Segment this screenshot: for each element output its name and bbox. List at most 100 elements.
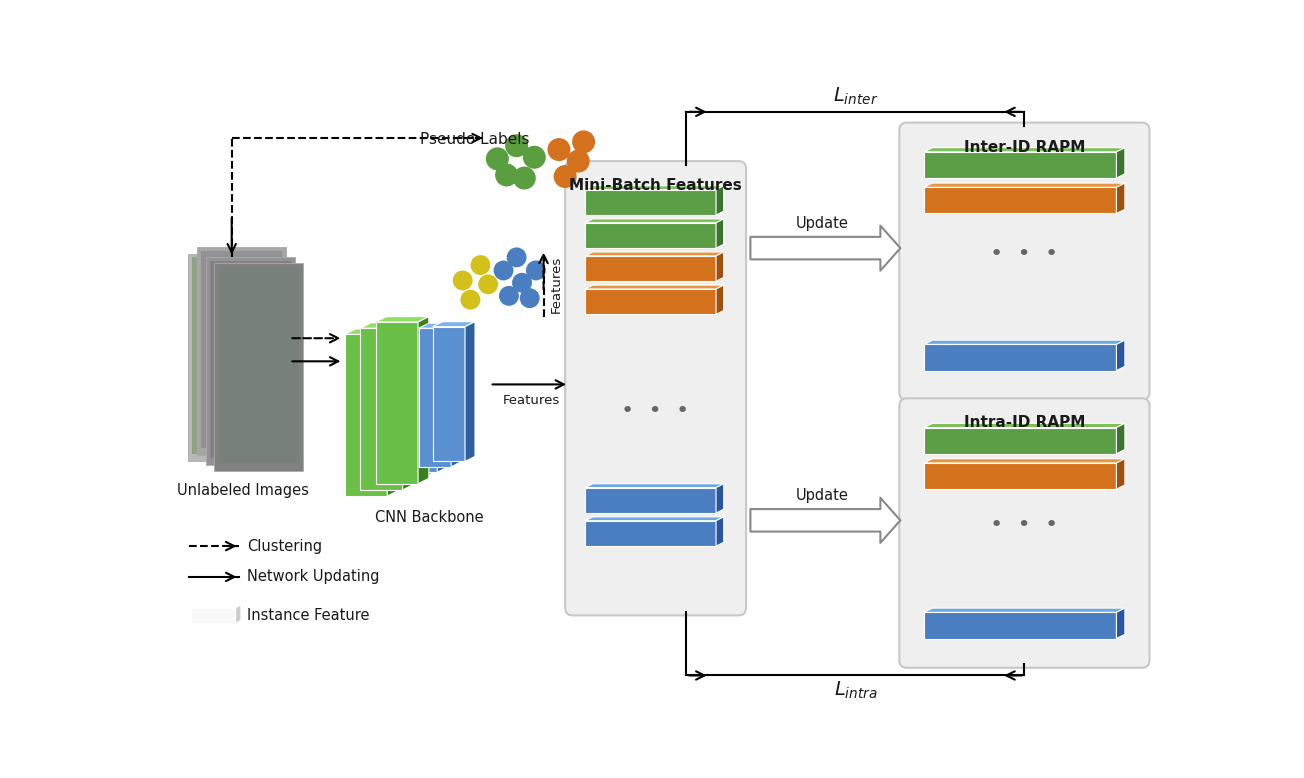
Polygon shape bbox=[376, 322, 419, 484]
Circle shape bbox=[486, 148, 509, 170]
FancyBboxPatch shape bbox=[900, 123, 1150, 400]
Polygon shape bbox=[451, 323, 462, 467]
Polygon shape bbox=[925, 423, 1125, 428]
Polygon shape bbox=[585, 289, 716, 314]
Polygon shape bbox=[585, 219, 724, 223]
Text: Pseudo Labels: Pseudo Labels bbox=[420, 132, 529, 147]
Polygon shape bbox=[419, 328, 451, 467]
Polygon shape bbox=[716, 219, 724, 248]
Text: Network Updating: Network Updating bbox=[248, 569, 379, 584]
Text: Inter-ID RAPM: Inter-ID RAPM bbox=[964, 139, 1085, 155]
Circle shape bbox=[554, 166, 576, 187]
Polygon shape bbox=[190, 605, 241, 608]
Polygon shape bbox=[406, 324, 447, 330]
Circle shape bbox=[496, 164, 518, 186]
Polygon shape bbox=[1116, 340, 1125, 370]
Polygon shape bbox=[925, 345, 1116, 370]
FancyBboxPatch shape bbox=[206, 258, 295, 465]
Circle shape bbox=[523, 146, 545, 168]
Circle shape bbox=[572, 131, 595, 152]
Polygon shape bbox=[585, 252, 724, 256]
Polygon shape bbox=[925, 340, 1125, 345]
Polygon shape bbox=[1116, 459, 1125, 489]
Polygon shape bbox=[424, 326, 433, 478]
Polygon shape bbox=[716, 186, 724, 215]
FancyBboxPatch shape bbox=[565, 161, 746, 615]
Polygon shape bbox=[1116, 608, 1125, 639]
Polygon shape bbox=[344, 329, 398, 335]
Polygon shape bbox=[925, 463, 1116, 489]
Text: CNN Backbone: CNN Backbone bbox=[376, 510, 484, 525]
Text: Features: Features bbox=[550, 256, 563, 313]
Text: •  •  •: • • • bbox=[990, 244, 1059, 264]
Polygon shape bbox=[925, 608, 1125, 612]
Circle shape bbox=[499, 286, 518, 305]
Polygon shape bbox=[585, 285, 724, 289]
Text: Update: Update bbox=[797, 489, 849, 503]
FancyBboxPatch shape bbox=[900, 398, 1150, 668]
Circle shape bbox=[454, 272, 472, 289]
Text: $L_{inter}$: $L_{inter}$ bbox=[833, 86, 878, 107]
Circle shape bbox=[520, 289, 539, 307]
Circle shape bbox=[567, 150, 589, 172]
Polygon shape bbox=[585, 488, 716, 513]
Polygon shape bbox=[716, 484, 724, 513]
Polygon shape bbox=[925, 148, 1125, 152]
Circle shape bbox=[507, 248, 526, 267]
Text: Intra-ID RAPM: Intra-ID RAPM bbox=[964, 415, 1085, 430]
Text: •  •  •: • • • bbox=[622, 401, 690, 422]
Text: Clustering: Clustering bbox=[248, 538, 322, 554]
Text: •  •  •: • • • bbox=[990, 515, 1059, 535]
Polygon shape bbox=[585, 484, 724, 488]
FancyBboxPatch shape bbox=[210, 261, 291, 457]
Polygon shape bbox=[585, 520, 716, 546]
Text: Instance Feature: Instance Feature bbox=[248, 608, 369, 623]
Polygon shape bbox=[406, 330, 437, 472]
Polygon shape bbox=[585, 190, 716, 215]
Polygon shape bbox=[716, 285, 724, 314]
Circle shape bbox=[512, 274, 531, 292]
FancyBboxPatch shape bbox=[197, 247, 286, 455]
Polygon shape bbox=[437, 324, 447, 472]
Text: Update: Update bbox=[797, 216, 849, 231]
Polygon shape bbox=[360, 323, 413, 328]
Circle shape bbox=[527, 261, 545, 280]
FancyBboxPatch shape bbox=[201, 251, 282, 447]
Polygon shape bbox=[391, 326, 433, 331]
Polygon shape bbox=[1116, 423, 1125, 454]
Polygon shape bbox=[925, 459, 1125, 463]
Text: Features: Features bbox=[502, 394, 559, 407]
Circle shape bbox=[462, 290, 480, 309]
Polygon shape bbox=[419, 323, 462, 328]
Polygon shape bbox=[585, 256, 716, 281]
Polygon shape bbox=[1116, 183, 1125, 213]
Polygon shape bbox=[387, 329, 398, 496]
Polygon shape bbox=[419, 317, 429, 484]
FancyBboxPatch shape bbox=[192, 258, 273, 454]
Circle shape bbox=[479, 275, 497, 293]
Circle shape bbox=[514, 167, 535, 189]
Polygon shape bbox=[376, 317, 429, 322]
Polygon shape bbox=[236, 605, 241, 623]
Polygon shape bbox=[433, 321, 475, 327]
Polygon shape bbox=[925, 183, 1125, 187]
Polygon shape bbox=[925, 612, 1116, 639]
Polygon shape bbox=[344, 335, 387, 496]
FancyBboxPatch shape bbox=[218, 267, 299, 463]
Polygon shape bbox=[403, 323, 413, 490]
Polygon shape bbox=[925, 428, 1116, 454]
Polygon shape bbox=[925, 187, 1116, 213]
Polygon shape bbox=[716, 517, 724, 546]
FancyBboxPatch shape bbox=[188, 254, 276, 461]
Circle shape bbox=[506, 135, 527, 156]
Polygon shape bbox=[585, 517, 724, 520]
Circle shape bbox=[494, 261, 512, 280]
Polygon shape bbox=[190, 608, 236, 623]
Text: Unlabeled Images: Unlabeled Images bbox=[177, 483, 309, 498]
Text: Mini-Batch Features: Mini-Batch Features bbox=[570, 178, 742, 193]
Polygon shape bbox=[585, 223, 716, 248]
Circle shape bbox=[471, 256, 490, 275]
Polygon shape bbox=[585, 186, 724, 190]
Text: $L_{intra}$: $L_{intra}$ bbox=[833, 680, 878, 702]
Polygon shape bbox=[716, 252, 724, 281]
